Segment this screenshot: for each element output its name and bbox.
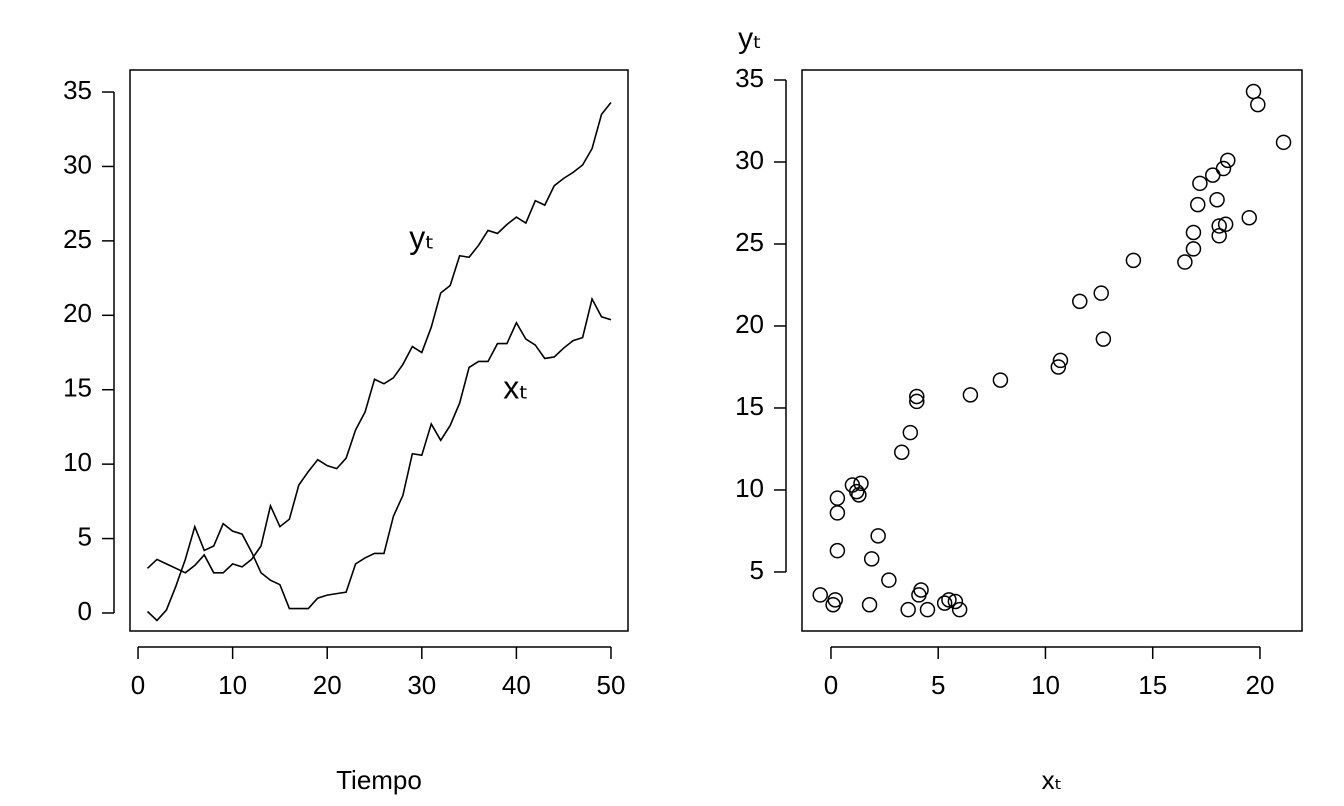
scatter-point <box>909 388 925 405</box>
scatter-point <box>893 444 910 461</box>
series-line <box>146 296 612 622</box>
scatter-point <box>1275 134 1292 151</box>
x-tick-label: 5 <box>931 670 945 700</box>
scatter-point <box>1245 83 1262 100</box>
y-tick-label: 30 <box>735 145 764 175</box>
scatter-point <box>861 597 878 613</box>
scatter-point <box>1211 218 1227 234</box>
scatter-point <box>1072 293 1088 310</box>
y-tick-label: 35 <box>735 63 764 93</box>
scatter-point <box>962 387 979 403</box>
scatter-point <box>1192 175 1208 192</box>
scatter-point <box>848 483 865 500</box>
scatter-point <box>1177 254 1193 270</box>
x-tick-label: 0 <box>824 670 838 700</box>
x-axis-title: xₜ <box>1042 765 1063 795</box>
scatter-point <box>992 372 1009 388</box>
scatter-point <box>1095 331 1112 347</box>
series-label: xₜ <box>503 369 528 405</box>
scatter-point <box>1250 96 1266 113</box>
scatter-point <box>1217 216 1234 233</box>
scatter-point <box>1185 241 1202 257</box>
y-tick-label: 5 <box>78 521 92 551</box>
y-tick-label: 10 <box>63 447 92 477</box>
scatter-point <box>851 487 867 503</box>
x-tick-label: 15 <box>1138 670 1167 700</box>
scatter-point <box>1205 167 1221 183</box>
scatter-point <box>902 424 919 441</box>
x-tick-label: 50 <box>597 670 626 700</box>
scatter-point <box>1093 285 1109 301</box>
scatter-point <box>829 542 846 559</box>
scatter-point <box>919 601 936 618</box>
scatter-point <box>1209 191 1225 208</box>
y-tick-label: 30 <box>63 149 92 179</box>
scatter-point <box>909 393 925 410</box>
y-tick-label: 5 <box>750 555 764 585</box>
scatter-point <box>1220 152 1236 169</box>
x-tick-label: 0 <box>131 670 145 700</box>
y-axis-title: yₜ <box>738 22 762 55</box>
scatter-point <box>1125 252 1142 269</box>
y-tick-label: 20 <box>63 298 92 328</box>
y-tick-label: 0 <box>78 596 92 626</box>
y-tick-label: 15 <box>63 373 92 403</box>
scatter-point <box>911 587 927 603</box>
y-tick-label: 20 <box>735 309 764 339</box>
scatter-point <box>941 592 957 608</box>
scatter-point <box>863 551 880 567</box>
x-tick-label: 40 <box>502 670 531 700</box>
x-axis-title: Tiempo <box>336 765 422 795</box>
scatter-point <box>881 572 897 588</box>
scatter-point <box>1211 228 1227 244</box>
scatter-point <box>900 601 916 618</box>
scatter-point <box>1050 359 1067 375</box>
scatter-point <box>812 587 828 603</box>
y-tick-label: 25 <box>63 224 92 254</box>
x-tick-label: 20 <box>1245 670 1274 700</box>
scatter-point <box>853 475 869 492</box>
y-tick-label: 15 <box>735 391 764 421</box>
scatter-point <box>829 505 846 521</box>
plot-frame <box>801 69 1303 632</box>
scatter-point <box>947 593 964 610</box>
series-label: yₜ <box>409 219 434 255</box>
y-tick-label: 10 <box>735 473 764 503</box>
scatter-point <box>936 595 953 611</box>
scatter-point <box>829 490 846 506</box>
y-tick-label: 25 <box>735 227 764 257</box>
x-tick-label: 20 <box>313 670 342 700</box>
scatter-point <box>1241 210 1257 226</box>
scatter-point <box>870 528 886 544</box>
scatter-point <box>1052 352 1069 369</box>
scatter-point <box>1190 196 1206 213</box>
x-tick-label: 10 <box>1031 670 1060 700</box>
x-tick-label: 30 <box>407 670 436 700</box>
scatter-point <box>1215 160 1232 177</box>
x-tick-label: 10 <box>218 670 247 700</box>
y-tick-label: 35 <box>63 75 92 105</box>
scatter-point <box>951 601 968 618</box>
plot-frame <box>129 69 629 632</box>
scatter-point <box>827 592 843 608</box>
scatter-point <box>1185 224 1202 241</box>
series-line <box>146 101 612 574</box>
